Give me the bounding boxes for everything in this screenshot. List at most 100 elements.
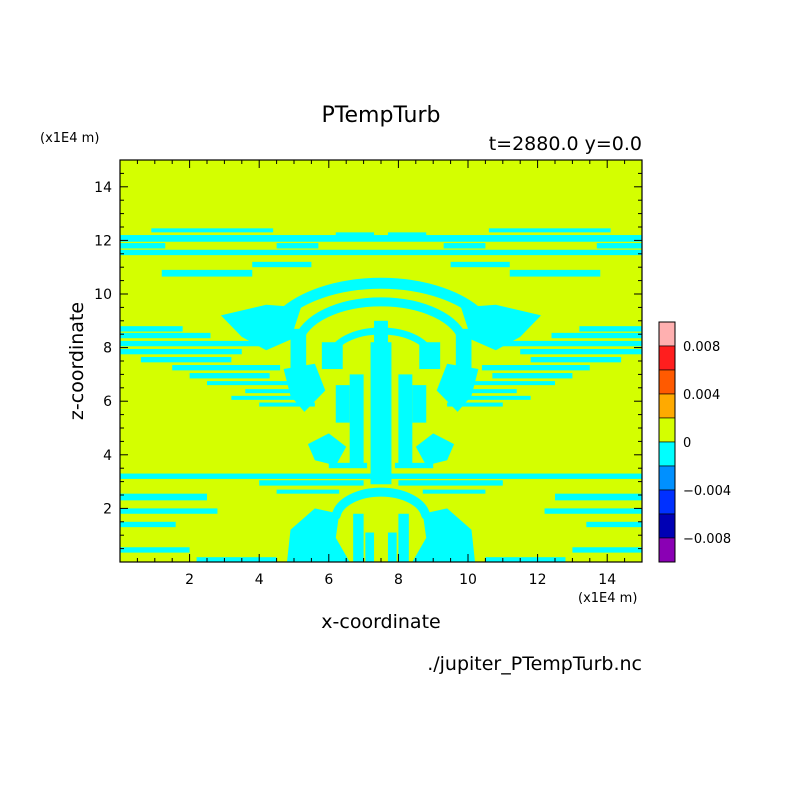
lower-streak bbox=[328, 462, 368, 469]
base-stem bbox=[353, 513, 364, 562]
bottom-band bbox=[555, 493, 642, 501]
y-tick-label: 4 bbox=[103, 448, 112, 464]
colorbar bbox=[658, 321, 676, 563]
wing-lobe bbox=[461, 304, 542, 351]
side-streak bbox=[245, 389, 308, 394]
wing-lobe bbox=[220, 304, 301, 351]
side-streak bbox=[259, 402, 315, 407]
side-streak bbox=[120, 332, 211, 339]
x-tick-label: 12 bbox=[529, 572, 547, 588]
side-streak bbox=[551, 332, 642, 339]
y-tick-label: 12 bbox=[94, 233, 112, 249]
x-tick-label: 2 bbox=[185, 572, 194, 588]
x-tick-label: 10 bbox=[459, 572, 477, 588]
cap-lobe bbox=[455, 328, 472, 372]
colorbar-swatch bbox=[658, 393, 676, 419]
stem-side bbox=[349, 374, 364, 466]
y-unit-label: (x1E4 m) bbox=[40, 131, 99, 146]
bottom-band bbox=[572, 547, 642, 553]
cap-arch-inner bbox=[293, 297, 469, 346]
upper-band bbox=[450, 261, 510, 268]
side-streak bbox=[481, 365, 590, 371]
side-streak bbox=[120, 340, 260, 347]
bottom-band bbox=[120, 521, 176, 528]
side-streak bbox=[140, 356, 232, 363]
upper-band bbox=[509, 269, 601, 277]
upper-band bbox=[387, 232, 427, 240]
cap-lobe bbox=[290, 328, 307, 372]
y-tick-label: 14 bbox=[94, 180, 112, 196]
side-streak bbox=[454, 389, 517, 394]
upper-band bbox=[120, 243, 166, 249]
stem-side bbox=[412, 385, 427, 423]
bottom-band bbox=[196, 557, 277, 562]
upper-band bbox=[488, 228, 611, 233]
chart-subtitle: t=2880.0 y=0.0 bbox=[489, 133, 642, 155]
base-stem bbox=[387, 532, 397, 562]
side-streak bbox=[520, 348, 642, 355]
base-stem bbox=[365, 532, 375, 562]
side-streak bbox=[189, 373, 270, 379]
upper-band bbox=[120, 249, 642, 256]
colorbar-tick-label: −0.008 bbox=[683, 532, 731, 547]
x-unit-label: (x1E4 m) bbox=[578, 591, 637, 606]
x-tick-label: 4 bbox=[255, 572, 264, 588]
upper-band bbox=[596, 243, 642, 249]
inner-lobe bbox=[307, 433, 347, 466]
upper-band bbox=[276, 243, 319, 249]
inner-lobe bbox=[415, 433, 455, 466]
y-axis-ticks: 2 4 6 8 10 12 14 bbox=[94, 172, 642, 550]
bottom-band bbox=[120, 508, 218, 514]
lower-streak bbox=[398, 480, 503, 486]
x-axis-ticks: 2 4 6 8 10 12 14 bbox=[136, 160, 626, 588]
colorbar-swatch bbox=[658, 465, 676, 491]
y-axis-label: z-coordinate bbox=[66, 302, 88, 420]
side-streak bbox=[492, 373, 573, 379]
lower-streak bbox=[120, 473, 642, 479]
colorbar-swatch bbox=[658, 417, 676, 443]
upper-band bbox=[151, 228, 274, 233]
base-stem bbox=[398, 513, 409, 562]
upper-band bbox=[120, 235, 642, 242]
source-file-label: ./jupiter_PTempTurb.nc bbox=[427, 653, 642, 675]
colorbar-tick-label: 0.004 bbox=[683, 388, 720, 403]
y-tick-label: 6 bbox=[103, 394, 112, 410]
x-tick-label: 14 bbox=[598, 572, 616, 588]
side-streak bbox=[120, 348, 242, 355]
upper-band bbox=[335, 232, 375, 240]
stem-side bbox=[398, 374, 413, 466]
colorbar-tick-label: −0.004 bbox=[683, 484, 731, 499]
side-streak bbox=[231, 395, 301, 400]
colorbar-labels: 0.008 0.004 0 −0.004 −0.008 bbox=[683, 340, 731, 547]
x-tick-label: 6 bbox=[324, 572, 333, 588]
upper-band bbox=[161, 269, 253, 277]
side-streak bbox=[530, 356, 622, 363]
lower-streak bbox=[422, 489, 486, 494]
lower-streak bbox=[259, 480, 364, 486]
bottom-band bbox=[544, 508, 642, 514]
chart-title: PTempTurb bbox=[322, 103, 441, 128]
x-tick-label: 8 bbox=[394, 572, 403, 588]
side-streak bbox=[579, 326, 642, 332]
bottom-band bbox=[586, 521, 642, 528]
cap-lobe bbox=[419, 342, 441, 370]
upper-band bbox=[252, 261, 312, 268]
cap-arch-outer bbox=[277, 277, 485, 320]
lower-streak bbox=[394, 462, 434, 469]
side-streak bbox=[172, 365, 281, 371]
plot-area bbox=[120, 160, 642, 562]
y-tick-label: 10 bbox=[94, 287, 112, 303]
colorbar-swatch bbox=[658, 369, 676, 395]
bottom-band bbox=[120, 547, 190, 553]
colorbar-swatch bbox=[658, 489, 676, 515]
colorbar-swatch bbox=[658, 441, 676, 467]
bottom-band bbox=[120, 493, 207, 501]
y-tick-label: 2 bbox=[103, 501, 112, 517]
side-streak bbox=[471, 381, 555, 386]
side-streak bbox=[120, 326, 183, 332]
cap-lobe bbox=[321, 342, 343, 370]
stem-side bbox=[335, 385, 350, 423]
colorbar-swatch bbox=[658, 321, 676, 347]
side-streak bbox=[461, 395, 531, 400]
